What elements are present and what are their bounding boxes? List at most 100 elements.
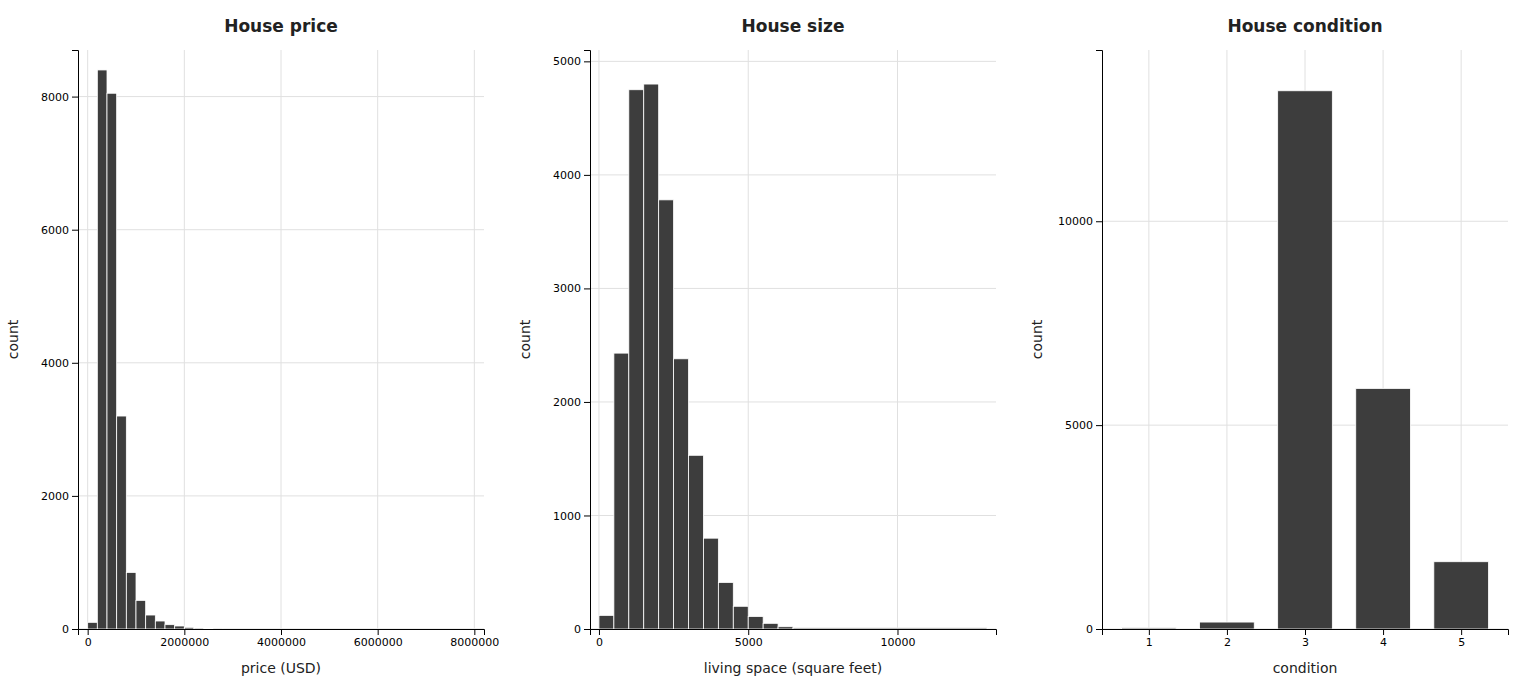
tick-mark (1305, 629, 1306, 635)
grid-line (1148, 50, 1149, 629)
tick-label: 0 (596, 636, 603, 649)
grid (78, 50, 484, 629)
tick-mark (584, 629, 590, 630)
histogram-bar (184, 627, 194, 629)
tick-label: 3 (1302, 636, 1309, 649)
histogram-bar (146, 615, 156, 629)
tick-label: 0 (574, 623, 581, 636)
x-axis-title: living space (square feet) (704, 660, 882, 676)
tick: 4000000 (257, 629, 306, 649)
tick-mark (584, 61, 590, 62)
tick-label: 5 (1458, 636, 1465, 649)
tick: 3000 (553, 282, 590, 295)
tick-mark (1096, 425, 1102, 426)
tick-mark (72, 230, 78, 231)
histogram-bar (194, 628, 204, 629)
axis-line (584, 51, 591, 630)
axis-line (72, 51, 79, 630)
tick-mark (1227, 629, 1228, 635)
tick-label: 5000 (1065, 419, 1093, 432)
grid-line (281, 50, 282, 629)
grid-line (87, 50, 88, 629)
tick-mark (1461, 629, 1462, 635)
tick-label: 4000 (41, 357, 69, 370)
tick-mark (1096, 629, 1102, 630)
x-axis-title: price (USD) (241, 660, 321, 676)
y-axis-title: count (5, 319, 21, 359)
tick-label: 6000 (41, 224, 69, 237)
histogram-bar (204, 628, 214, 629)
tick-mark (748, 629, 749, 635)
grid-line (474, 50, 475, 629)
histogram-bar (689, 455, 704, 629)
tick-label: 5000 (553, 55, 581, 68)
tick-label: 4000 (553, 169, 581, 182)
tick: 1000 (553, 509, 590, 522)
grid-line (184, 50, 185, 629)
tick: 0 (574, 623, 590, 636)
tick-label: 4 (1380, 636, 1387, 649)
tick-mark (584, 288, 590, 289)
grid-line (590, 61, 996, 62)
y-axis-title: count (1029, 319, 1045, 359)
axis-line (591, 630, 997, 636)
bar (1200, 622, 1255, 629)
tick-label: 3000 (553, 282, 581, 295)
histogram-bar (165, 625, 175, 629)
x-axis: 12345 (1103, 629, 1509, 649)
tick-label: 0 (85, 636, 92, 649)
tick-mark (72, 97, 78, 98)
tick: 5000 (735, 629, 763, 649)
tick-label: 0 (1086, 623, 1093, 636)
axis-line (1103, 630, 1509, 636)
tick-label: 8000000 (450, 636, 499, 649)
tick-mark (897, 629, 898, 635)
axis-line (1096, 51, 1103, 630)
histogram-bar (718, 582, 733, 629)
histogram-bar (599, 615, 614, 629)
histogram-bar (778, 627, 793, 629)
histogram-bar (107, 93, 117, 629)
histogram-bar (674, 359, 689, 629)
histogram-bar (748, 617, 763, 629)
histogram-bar (213, 628, 223, 629)
tick-mark (88, 629, 89, 635)
bar (1278, 91, 1333, 629)
x-axis: 0 2000000 4000000 6000000 8000000 (79, 629, 500, 649)
tick-label: 8000 (41, 91, 69, 104)
tick-mark (72, 629, 78, 630)
grid-line (598, 50, 599, 629)
tick: 0 (1086, 623, 1102, 636)
tick-mark (584, 402, 590, 403)
tick-mark (584, 175, 590, 176)
tick: 0 (85, 629, 92, 649)
figure: 0200000040000006000000800000002000400060… (0, 0, 1536, 691)
tick: 5000 (1065, 419, 1102, 432)
histogram-bar (126, 572, 136, 629)
tick-mark (72, 496, 78, 497)
grid (590, 50, 996, 629)
tick-label: 0 (62, 623, 69, 636)
tick: 6000000 (354, 629, 403, 649)
bar (1434, 562, 1489, 629)
tick-mark (599, 629, 600, 635)
tick: 2000 (41, 490, 78, 503)
panel: 0 2000000 4000000 6000000 8000000 0 2000 4000 60… (5, 16, 499, 676)
bars (88, 70, 484, 629)
tick: 10000 (1058, 215, 1102, 228)
histogram-bar (733, 606, 748, 629)
tick: 3 (1302, 629, 1309, 649)
tick: 2000000 (160, 629, 209, 649)
bars (1122, 91, 1489, 629)
tick-label: 2000 (553, 396, 581, 409)
tick-label: 2000 (41, 490, 69, 503)
tick-mark (378, 629, 379, 635)
tick-label: 2000000 (160, 636, 209, 649)
histogram-bar (136, 600, 146, 629)
tick-mark (72, 363, 78, 364)
title: House size (742, 16, 845, 36)
tick: 10000 (880, 629, 915, 649)
histogram-bar (155, 621, 165, 629)
tick: 4 (1380, 629, 1387, 649)
panel: 123450500010000House conditionconditionc… (1029, 16, 1509, 676)
